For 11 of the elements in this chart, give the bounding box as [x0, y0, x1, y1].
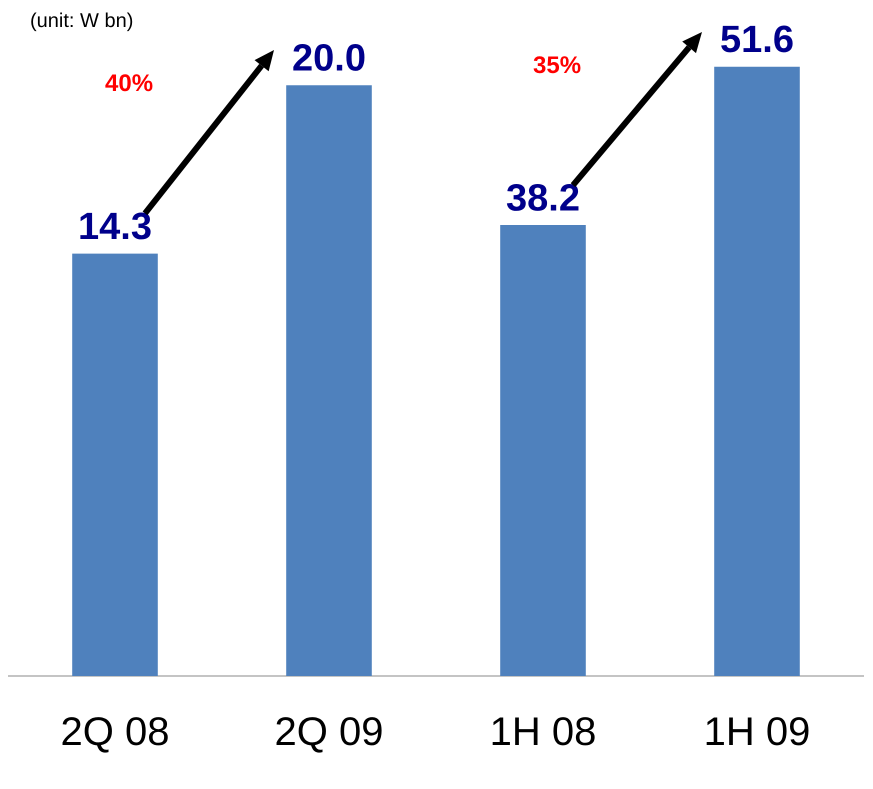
data-label: 20.0	[292, 38, 366, 80]
x-tick-label: 2Q 09	[274, 710, 384, 754]
data-label: 38.2	[506, 177, 580, 220]
x-tick-label: 2Q 08	[60, 710, 170, 754]
annotation: 35%	[533, 52, 582, 80]
data-label: 51.6	[720, 19, 794, 62]
data-label: 14.3	[78, 206, 152, 248]
x-tick-label: 1H 08	[490, 710, 596, 754]
text: (unit: W bn)	[30, 10, 134, 33]
annotation: 40%	[105, 70, 154, 98]
x-tick-label: 1H 09	[704, 710, 810, 754]
